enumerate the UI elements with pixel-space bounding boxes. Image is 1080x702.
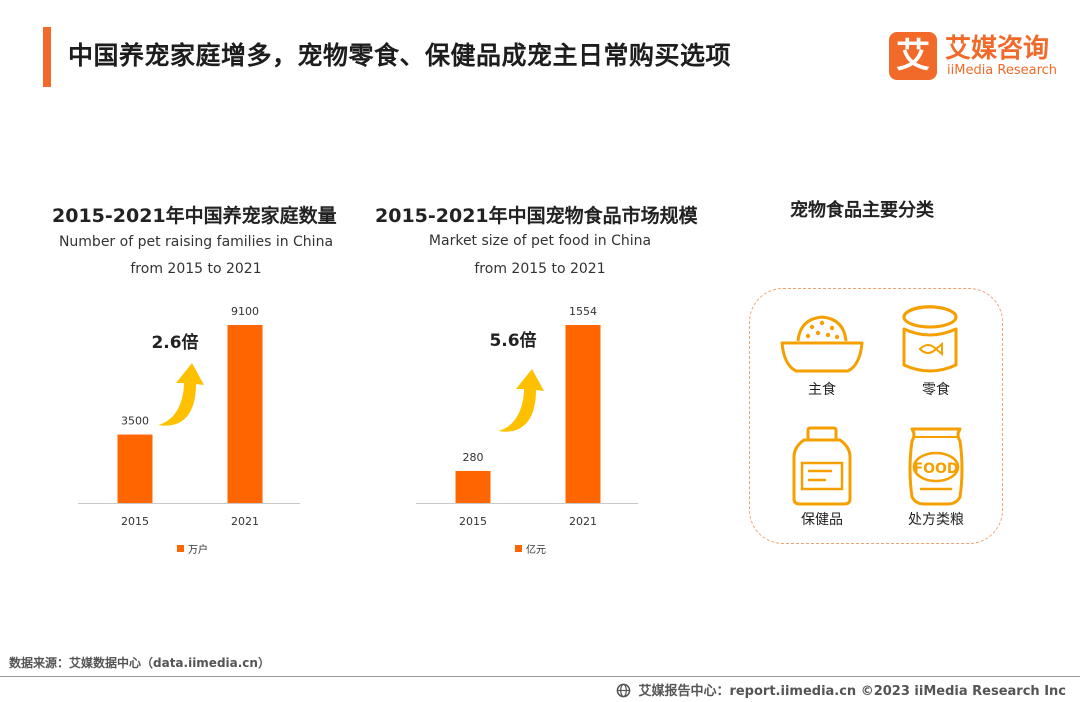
x-tick-label-2015: 2015: [459, 515, 487, 528]
data-label-2021: 9100: [231, 305, 259, 318]
globe-icon: [616, 683, 631, 698]
bar-2015: [117, 434, 153, 503]
chart1-subtitle-line1: Number of pet raising families in China: [58, 234, 334, 250]
bar-2015: [455, 470, 491, 503]
category-label: 处方类粮: [908, 512, 964, 528]
legend-swatch: [515, 545, 522, 552]
supplement-jar-icon: [792, 426, 852, 506]
bar-2021: [565, 325, 601, 503]
categories-panel: 主食 零食 保健品 FOOD 处方类粮: [749, 288, 1003, 544]
category-label: 主食: [808, 382, 836, 398]
growth-arrow-icon: [498, 369, 544, 432]
bar-2021: [227, 325, 263, 503]
category-item-snack: 零食: [881, 301, 991, 399]
title-accent-bar: [43, 27, 51, 87]
chart2-title: 2015-2021年中国宠物食品市场规模: [375, 205, 698, 227]
category-item-staple: 主食: [767, 307, 877, 399]
footer-divider: [0, 676, 1080, 677]
chart1-subtitle-line2: from 2015 to 2021: [130, 261, 262, 277]
data-label-2015: 3500: [121, 415, 149, 428]
x-tick-label-2015: 2015: [121, 515, 149, 528]
footer-copyright: 艾媒报告中心：report.iimedia.cn ©2023 iiMedia R…: [616, 680, 1066, 699]
growth-annotation: 2.6倍: [151, 332, 198, 353]
logo-text-en: iiMedia Research: [947, 63, 1058, 78]
category-item-supplement: 保健品: [767, 425, 877, 529]
x-tick-label-2021: 2021: [231, 515, 259, 528]
footer-copyright-text: 艾媒报告中心：report.iimedia.cn ©2023 iiMedia R…: [638, 684, 1066, 699]
chart2-subtitle-line2: from 2015 to 2021: [474, 261, 606, 277]
legend-swatch: [177, 545, 184, 552]
categories-title: 宠物食品主要分类: [790, 200, 934, 221]
snack-can-icon: [902, 305, 958, 373]
prescription-food-bag-icon: FOOD: [908, 427, 964, 506]
data-label-2015: 280: [463, 451, 484, 464]
chart2-subtitle-line1: Market size of pet food in China: [428, 233, 652, 249]
legend-label: 亿元: [526, 543, 546, 556]
logo-mark-icon: 艾: [889, 32, 937, 80]
iimedia-logo: 艾 艾媒咨询 iiMedia Research: [889, 30, 1064, 82]
x-tick-label-2021: 2021: [569, 515, 597, 528]
category-label: 零食: [922, 382, 950, 398]
chart1-title: 2015-2021年中国养宠家庭数量: [52, 205, 337, 227]
category-label: 保健品: [801, 512, 843, 528]
food-badge-text: FOOD: [914, 461, 959, 477]
growth-arrow-icon: [158, 363, 204, 426]
growth-annotation: 5.6倍: [489, 330, 536, 351]
food-bowl-icon: [780, 315, 864, 373]
data-label-2021: 1554: [569, 305, 597, 318]
legend-label: 万户: [188, 543, 208, 556]
page-title: 中国养宠家庭增多，宠物零食、保健品成宠主日常购买选项: [68, 41, 732, 70]
category-item-prescription: FOOD 处方类粮: [881, 425, 991, 529]
logo-text-cn: 艾媒咨询: [945, 34, 1050, 64]
data-source-note: 数据来源：艾媒数据中心（data.iimedia.cn）: [9, 656, 270, 670]
